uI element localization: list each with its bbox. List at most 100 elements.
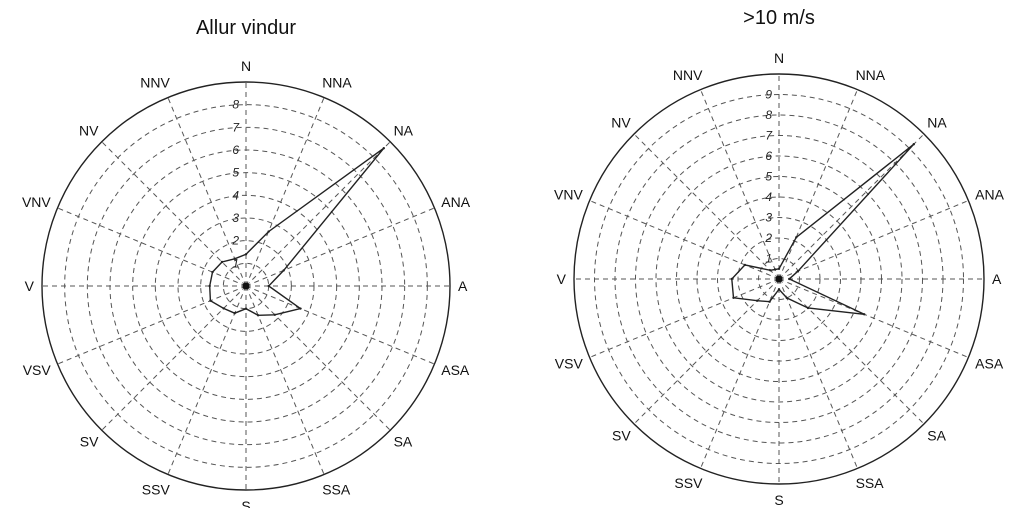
data-point-sa xyxy=(806,306,810,310)
data-point-vnv xyxy=(211,270,214,274)
data-point-vnv xyxy=(743,263,747,267)
data-point-ssv xyxy=(768,300,771,303)
grid-spoke xyxy=(167,285,247,475)
direction-label-nv: NV xyxy=(611,115,631,131)
direction-label-nnv: NNV xyxy=(140,75,170,91)
chart-panel-allur-vindur: Allur vindur 1 2 3 4 5 6 7 8 N NNA NA ANA A ASA SA SSA S S… xyxy=(0,0,500,508)
radial-tick-label: 1 xyxy=(232,256,239,270)
direction-label-ssa: SSA xyxy=(322,481,351,497)
grid-spoke xyxy=(57,207,247,287)
grid-spoke xyxy=(633,133,780,280)
grid-spoke xyxy=(245,285,391,431)
data-point-na xyxy=(382,147,385,150)
data-point-nv xyxy=(220,260,224,264)
data-point-na xyxy=(912,143,915,146)
direction-label-v: V xyxy=(557,271,567,287)
grid-spoke xyxy=(700,278,780,469)
radial-tick-label: 7 xyxy=(765,129,773,143)
direction-label-s: S xyxy=(241,498,250,508)
data-point-s xyxy=(244,307,248,310)
grid-spoke xyxy=(245,97,325,287)
direction-label-asa: ASA xyxy=(975,356,1004,372)
radial-tick-label: 8 xyxy=(765,108,772,122)
grid-spoke xyxy=(778,133,925,280)
outer-ring xyxy=(573,73,985,485)
radial-tick-label: 7 xyxy=(232,120,240,134)
data-point-asa xyxy=(863,313,866,316)
chart-title: Allur vindur xyxy=(196,17,296,39)
data-point-ssv xyxy=(233,312,236,315)
direction-label-ssv: SSV xyxy=(674,475,703,491)
data-point-a xyxy=(788,277,791,281)
direction-label-vsv: VSV xyxy=(23,362,52,378)
grid-spoke xyxy=(589,278,780,358)
outer-ring xyxy=(41,81,451,491)
direction-label-vnv: VNV xyxy=(554,186,583,202)
direction-label-s: S xyxy=(774,492,783,508)
data-point-sv xyxy=(756,299,759,302)
data-point-ana xyxy=(796,270,800,273)
grid-spoke xyxy=(778,89,858,280)
direction-label-ssa: SSA xyxy=(856,475,885,491)
direction-label-sv: SV xyxy=(80,434,99,450)
data-point-nna xyxy=(267,230,270,233)
data-point-n xyxy=(777,267,781,270)
grid-spoke xyxy=(101,285,247,431)
direction-label-sa: SA xyxy=(394,434,413,450)
center-dot xyxy=(775,275,783,283)
data-point-ana xyxy=(282,269,285,272)
radial-tick-label: 5 xyxy=(765,170,772,184)
data-point-nna xyxy=(795,236,798,239)
grid-spoke xyxy=(57,285,247,365)
data-point-ssa xyxy=(785,296,788,300)
grid-spoke xyxy=(778,278,858,469)
direction-label-ana: ANA xyxy=(975,186,1004,202)
radial-tick-label: 4 xyxy=(232,188,239,202)
direction-label-v: V xyxy=(25,278,35,294)
grid-spoke xyxy=(101,141,247,287)
radial-tick-label: 2 xyxy=(764,231,772,245)
data-point-ssa xyxy=(256,314,260,317)
data-point-v xyxy=(730,277,733,281)
grid-spoke xyxy=(167,97,247,287)
radial-tick-label: 8 xyxy=(232,98,239,112)
data-point-nnv xyxy=(773,268,777,271)
data-series-polygon xyxy=(731,143,915,315)
grid-ring xyxy=(655,155,903,403)
radial-tick-label: 3 xyxy=(765,211,772,225)
grid-spoke xyxy=(778,278,925,425)
direction-label-n: N xyxy=(241,58,251,74)
direction-label-nv: NV xyxy=(79,122,99,138)
grid-ring xyxy=(86,126,406,446)
direction-label-na: NA xyxy=(927,115,947,131)
data-point-vsv xyxy=(732,296,735,299)
radial-tick-label: 5 xyxy=(232,166,239,180)
data-point-s xyxy=(777,288,781,291)
grid-ring xyxy=(132,172,360,400)
direction-label-vnv: VNV xyxy=(22,194,51,210)
data-point-nv xyxy=(769,269,772,272)
radial-tick-label: 3 xyxy=(232,211,239,225)
data-point-asa xyxy=(299,307,302,310)
data-point-nnv xyxy=(233,257,236,260)
grid-ring xyxy=(717,217,841,341)
grid-spoke xyxy=(589,200,780,280)
data-point-sa xyxy=(273,313,276,316)
direction-label-nnv: NNV xyxy=(673,67,703,83)
data-point-a xyxy=(267,284,270,288)
radial-tick-label: 4 xyxy=(765,190,772,204)
direction-label-a: A xyxy=(458,278,468,294)
grid-ring xyxy=(635,135,923,423)
direction-label-nna: NNA xyxy=(856,67,886,83)
grid-spoke xyxy=(245,207,435,287)
grid-spoke xyxy=(778,278,969,358)
grid-spoke xyxy=(700,89,780,280)
grid-spoke xyxy=(778,200,969,280)
data-point-v xyxy=(208,284,211,288)
direction-label-vsv: VSV xyxy=(555,356,584,372)
data-point-sv xyxy=(222,307,225,310)
direction-label-nna: NNA xyxy=(322,75,352,91)
radial-tick-label: 6 xyxy=(232,143,239,157)
data-point-vsv xyxy=(209,299,212,302)
direction-label-ana: ANA xyxy=(441,194,470,210)
